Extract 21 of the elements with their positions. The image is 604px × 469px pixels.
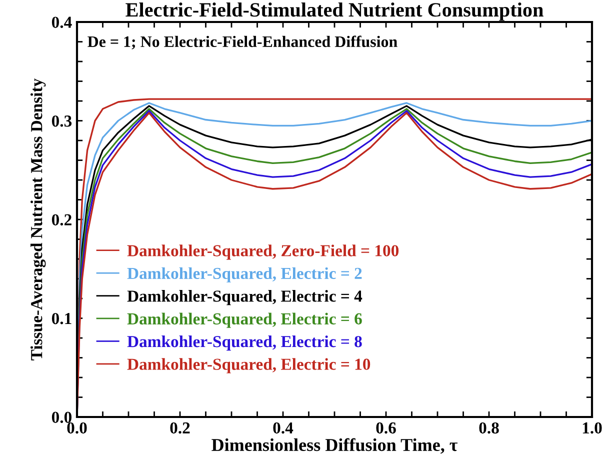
x-tick-label: 1.0 <box>582 422 602 434</box>
legend-label: Damkohler-Squared, Electric = 8 <box>127 335 362 351</box>
x-tick-label: 0.0 <box>67 422 87 434</box>
y-axis-title: Tissue-Averaged Nutrient Mass Density <box>30 78 46 360</box>
legend-label: Damkohler-Squared, Electric = 10 <box>127 358 370 374</box>
x-tick-label: 0.4 <box>273 422 294 434</box>
x-axis-title: Dimensionless Diffusion Time, τ <box>212 438 458 454</box>
legend-label: Damkohler-Squared, Zero-Field = 100 <box>127 244 399 260</box>
y-tick-label: 0.2 <box>52 214 72 226</box>
x-tick-label: 0.8 <box>479 422 499 434</box>
annotation: De = 1; No Electric-Field-Enhanced Diffusion <box>88 36 398 50</box>
y-tick-label: 0.4 <box>52 16 72 28</box>
x-tick-label: 0.6 <box>376 422 396 434</box>
y-tick-label: 0.0 <box>52 412 72 424</box>
y-tick-label: 0.3 <box>52 115 72 127</box>
chart-title: Electric-Field-Stimulated Nutrient Consumption <box>126 2 544 21</box>
x-tick-label: 0.2 <box>170 422 190 434</box>
legend-label: Damkohler-Squared, Electric = 4 <box>127 290 362 306</box>
legend-label: Damkohler-Squared, Electric = 6 <box>127 312 362 328</box>
y-tick-label: 0.1 <box>52 312 72 324</box>
legend-label: Damkohler-Squared, Electric = 2 <box>127 267 362 282</box>
